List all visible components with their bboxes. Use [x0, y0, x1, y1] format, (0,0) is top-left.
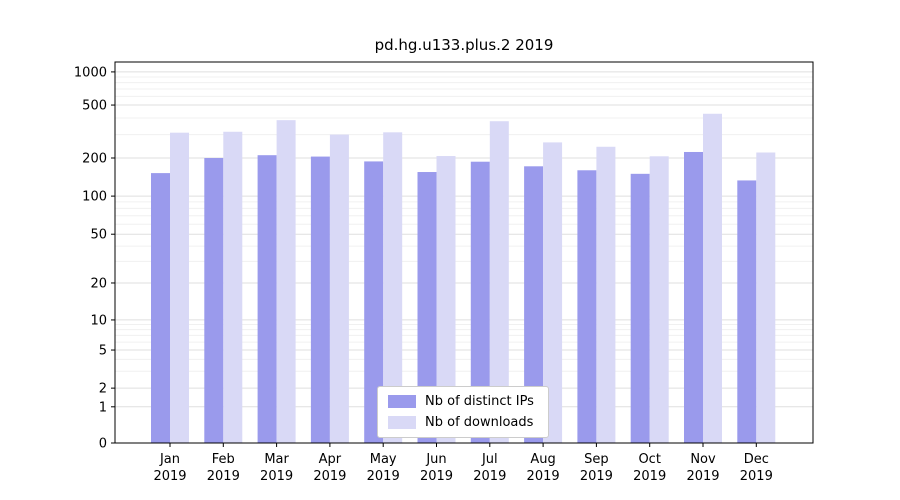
- x-tick-label-year: 2019: [367, 469, 400, 484]
- y-tick-label: 1: [99, 400, 107, 415]
- bar-distinct-ips-apr: [310, 156, 330, 443]
- y-tick-label: 20: [90, 276, 107, 291]
- bar-downloads-sep: [596, 146, 616, 443]
- x-tick-label-month: Jan: [159, 452, 180, 467]
- axes-frame: [114, 61, 814, 444]
- bar-distinct-ips-mar: [257, 155, 277, 443]
- x-tick-label-month: May: [370, 452, 397, 467]
- x-tick-label-year: 2019: [153, 469, 186, 484]
- x-tick-label-year: 2019: [580, 469, 613, 484]
- bar-distinct-ips-may: [364, 161, 384, 443]
- legend-item-distinct-ips: Nb of distinct IPs: [388, 394, 534, 409]
- x-tick-label-year: 2019: [686, 469, 719, 484]
- x-tick-label-year: 2019: [740, 469, 773, 484]
- y-tick-label: 1000: [74, 65, 107, 80]
- y-tick-label: 10: [90, 313, 107, 328]
- x-tick-label-year: 2019: [313, 469, 346, 484]
- bar-distinct-ips-aug: [524, 166, 544, 443]
- bar-downloads-may: [383, 132, 403, 443]
- y-tick-label: 50: [90, 228, 107, 243]
- x-tick-label-month: Feb: [212, 452, 235, 467]
- legend-swatch-downloads: [388, 416, 416, 429]
- bar-distinct-ips-dec: [737, 180, 757, 444]
- x-tick-label-month: Jul: [481, 452, 498, 467]
- x-tick-label-month: Nov: [690, 452, 716, 467]
- chart-title: pd.hg.u133.plus.2 2019: [374, 36, 554, 54]
- legend-label-downloads: Nb of downloads: [425, 415, 534, 430]
- bar-distinct-ips-sep: [577, 170, 597, 443]
- x-tick-label-year: 2019: [473, 469, 506, 484]
- x-tick-label-year: 2019: [633, 469, 666, 484]
- legend-item-downloads: Nb of downloads: [388, 415, 534, 430]
- bar-distinct-ips-feb: [204, 158, 224, 443]
- x-tick-label-month: Apr: [319, 452, 342, 467]
- x-tick-label-year: 2019: [420, 469, 453, 484]
- x-tick-label-month: Sep: [584, 452, 609, 467]
- bar-distinct-ips-jun: [417, 172, 437, 443]
- bar-downloads-mar: [276, 120, 296, 443]
- y-tick-label: 200: [82, 152, 107, 167]
- y-tick-label: 5: [99, 344, 107, 359]
- bar-downloads-jan: [170, 132, 189, 443]
- bar-downloads-feb: [223, 131, 243, 444]
- bar-distinct-ips-jul: [470, 161, 490, 443]
- x-tick-label-year: 2019: [260, 469, 293, 484]
- y-tick-label: 0: [99, 437, 107, 452]
- x-tick-label-month: Aug: [530, 452, 555, 467]
- x-tick-label-year: 2019: [207, 469, 240, 484]
- bar-downloads-aug: [543, 142, 563, 443]
- x-tick-label-month: Mar: [264, 452, 289, 467]
- bar-downloads-nov: [703, 113, 722, 443]
- x-tick-label-month: Oct: [638, 452, 660, 467]
- y-tick-label: 500: [82, 99, 107, 114]
- legend-label-ips: Nb of distinct IPs: [425, 394, 534, 409]
- bar-downloads-apr: [329, 134, 349, 443]
- bar-downloads-jun: [436, 156, 456, 444]
- x-tick-label-month: Dec: [744, 452, 769, 467]
- y-tick-label: 2: [99, 382, 107, 397]
- bar-distinct-ips-jan: [151, 173, 170, 444]
- bar-distinct-ips-oct: [630, 173, 650, 443]
- bar-downloads-oct: [649, 156, 669, 443]
- bar-downloads-dec: [756, 152, 776, 443]
- bar-downloads-jul: [489, 121, 509, 443]
- bar-distinct-ips-nov: [684, 151, 703, 443]
- y-tick-label: 100: [82, 190, 107, 205]
- legend: Nb of distinct IPs Nb of downloads: [377, 386, 549, 438]
- x-tick-label-month: Jun: [425, 452, 446, 467]
- x-tick-label-year: 2019: [527, 469, 560, 484]
- legend-swatch-ips: [388, 395, 416, 408]
